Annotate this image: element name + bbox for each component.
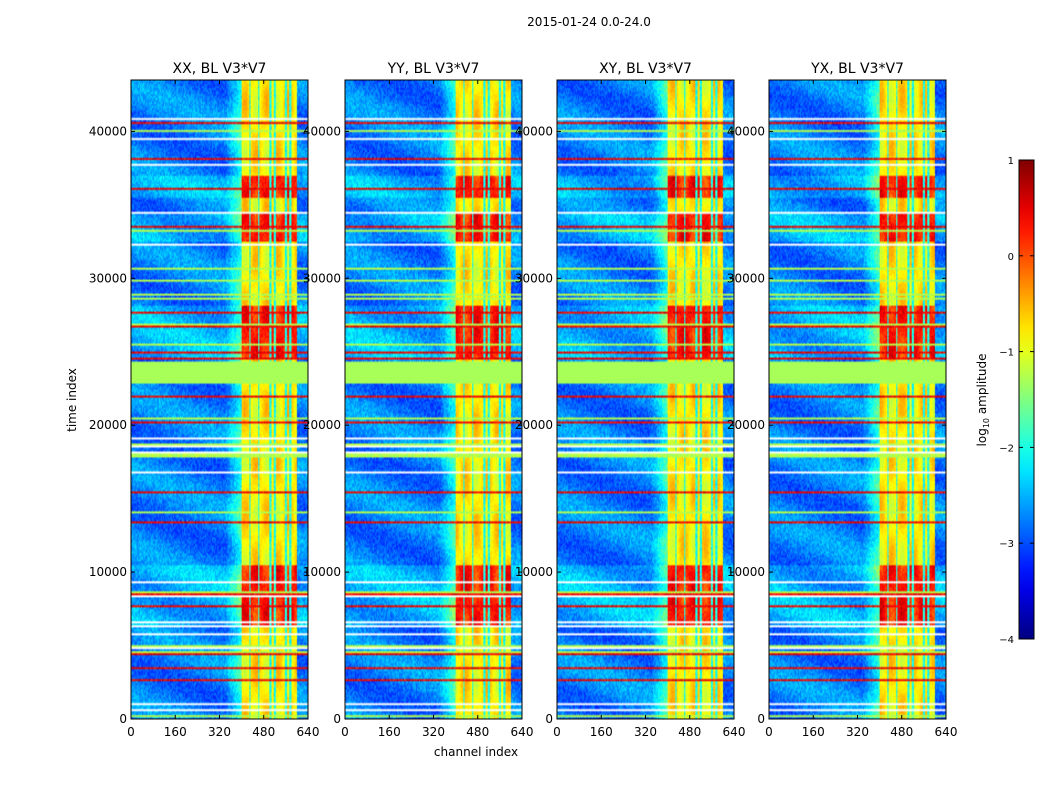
- y-tick-label: 20000: [515, 418, 553, 432]
- x-tick-label: 640: [935, 725, 958, 739]
- x-tick-label: 0: [765, 725, 773, 739]
- y-tick-label: 10000: [89, 565, 127, 579]
- x-tick-label: 160: [378, 725, 401, 739]
- x-tick-label: 320: [634, 725, 657, 739]
- heatmap-image: [131, 80, 308, 719]
- x-tick-label: 320: [422, 725, 445, 739]
- panel-title: YY, BL V3*V7: [387, 61, 480, 77]
- x-tick-label: 480: [466, 725, 489, 739]
- panel-title: XY, BL V3*V7: [599, 61, 692, 77]
- y-tick-label: 20000: [89, 418, 127, 432]
- heatmap-image: [769, 80, 946, 719]
- x-tick-label: 160: [590, 725, 613, 739]
- x-tick-label: 160: [164, 725, 187, 739]
- x-tick-label: 320: [208, 725, 231, 739]
- y-tick-label: 10000: [515, 565, 553, 579]
- colorbar-label-base: log: [975, 428, 989, 446]
- panel-3: XY, BL V3*V7 0 160 320 480 640 0 10000 20000 3000…: [515, 61, 746, 739]
- colorbar-tick-label: 0: [1008, 252, 1014, 263]
- x-tick-label: 0: [553, 725, 561, 739]
- panel-title: XX, BL V3*V7: [173, 61, 267, 77]
- x-tick-label: 640: [723, 725, 746, 739]
- y-tick-label: 10000: [303, 565, 341, 579]
- x-tick-label: 480: [890, 725, 913, 739]
- colorbar-tick-label: −4: [999, 635, 1014, 646]
- y-tick-label: 40000: [727, 124, 765, 138]
- y-tick-label: 0: [757, 712, 765, 726]
- colorbar-tick-label: 1: [1008, 156, 1014, 167]
- y-tick-label: 40000: [303, 124, 341, 138]
- colorbar-tick-label: −1: [999, 348, 1014, 359]
- panel-4: YX, BL V3*V7 0 160 320 480 640 0 10000 20000 3000…: [727, 61, 958, 739]
- y-tick-label: 30000: [89, 271, 127, 285]
- y-tick-label: 30000: [303, 271, 341, 285]
- x-tick-label: 480: [678, 725, 701, 739]
- panel-2: YY, BL V3*V7 0 160 320 480 640 0 10000 20000 3000…: [303, 61, 534, 739]
- y-tick-label: 40000: [515, 124, 553, 138]
- y-axis-label: time index: [65, 368, 79, 432]
- colorbar-tick-label: −3: [999, 539, 1014, 550]
- heatmap-image: [557, 80, 734, 719]
- x-tick-label: 320: [846, 725, 869, 739]
- y-tick-label: 40000: [89, 124, 127, 138]
- y-tick-label: 0: [333, 712, 341, 726]
- heatmap-image: [345, 80, 522, 719]
- colorbar-gradient: [1018, 159, 1035, 640]
- x-tick-label: 640: [297, 725, 320, 739]
- colorbar-label: log10 amplitude: [975, 354, 991, 447]
- x-tick-label: 640: [511, 725, 534, 739]
- y-tick-label: 20000: [303, 418, 341, 432]
- y-tick-label: 30000: [727, 271, 765, 285]
- panel-1: XX, BL V3*V7 0 160 320 480 640 0 10000 20000 3000…: [89, 61, 320, 739]
- x-tick-label: 480: [252, 725, 275, 739]
- y-tick-label: 10000: [727, 565, 765, 579]
- y-tick-label: 20000: [727, 418, 765, 432]
- x-tick-label: 0: [341, 725, 349, 739]
- x-axis-label: channel index: [434, 745, 518, 759]
- x-tick-label: 0: [127, 725, 135, 739]
- y-tick-label: 0: [545, 712, 553, 726]
- y-tick-label: 30000: [515, 271, 553, 285]
- figure-title: 2015-01-24 0.0-24.0: [527, 15, 651, 29]
- panel-title: YX, BL V3*V7: [810, 61, 904, 77]
- colorbar-label-sub: 10: [982, 418, 991, 428]
- colorbar-label-rest: amplitude: [975, 354, 989, 418]
- x-tick-label: 160: [802, 725, 825, 739]
- colorbar-tick-label: −2: [999, 443, 1014, 454]
- y-tick-label: 0: [119, 712, 127, 726]
